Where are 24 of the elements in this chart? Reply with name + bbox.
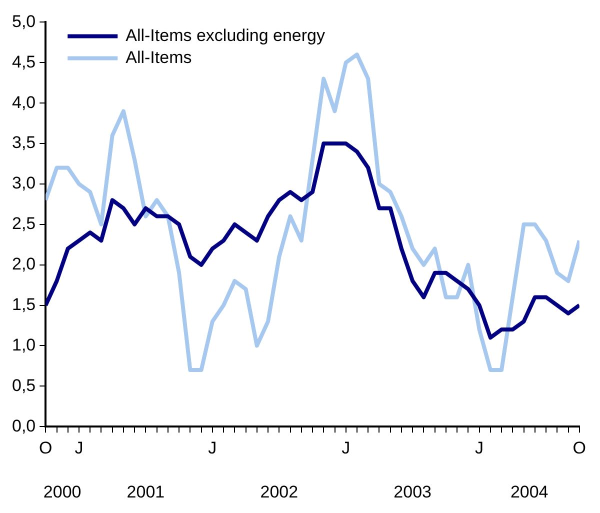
legend-label: All-Items [126,48,192,67]
y-tick-label: 2,5 [12,214,36,234]
y-tick-label: 0,0 [12,416,36,436]
x-tick-label: J [74,438,84,458]
x-tick-label: J [208,438,217,458]
y-tick-label: 3,0 [12,174,36,193]
y-tick-label: 4,5 [12,52,36,72]
y-tick-label: 1,5 [12,294,36,314]
y-tick-label: 0,5 [12,376,36,395]
x-tick-label: J [475,438,484,458]
x-tick-label: O [39,438,52,458]
y-tick-label: 3,5 [12,133,36,152]
y-tick-label: 4,0 [12,92,36,112]
x-tick-label: O [572,438,586,458]
text: 2003 [394,482,432,502]
legend-label: All-Items excluding energy [126,26,326,45]
y-tick-label: 2,0 [12,254,36,274]
x-tick-label: J [342,438,350,458]
text: 2004 [510,482,548,502]
text: 2002 [260,482,298,502]
y-tick-label: 1,0 [12,335,36,354]
y-tick-label: 5,0 [12,12,36,31]
text: 2001 [126,482,165,502]
text: 2000 [43,482,82,502]
